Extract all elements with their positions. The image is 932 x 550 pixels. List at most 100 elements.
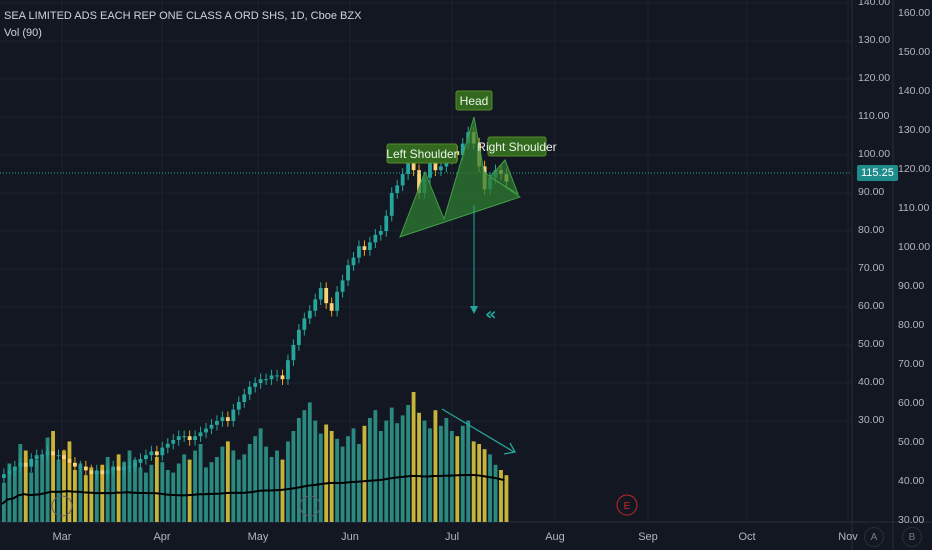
candle-body	[149, 451, 154, 456]
candle-body	[94, 470, 99, 475]
volume-bar	[395, 423, 400, 522]
volume-bar	[329, 431, 334, 522]
candle-body	[204, 428, 208, 433]
volume-bar	[23, 450, 28, 522]
volume-bar	[307, 402, 312, 522]
volume-bar	[83, 475, 88, 522]
candle-body	[389, 193, 394, 216]
volume-bar	[433, 410, 438, 522]
candle-body	[187, 436, 192, 440]
earnings-marker-icon	[616, 494, 638, 516]
volume-bar	[116, 454, 121, 522]
candle-body	[373, 234, 378, 243]
volume-bar	[444, 418, 449, 522]
candle-body	[307, 310, 312, 319]
time-axis-tick: Nov	[838, 531, 858, 543]
auto-scale-button[interactable]: A	[864, 527, 884, 547]
volume-axis-tick: 160.00	[898, 7, 930, 19]
volume-axis-tick: 60.00	[898, 397, 924, 409]
volume-bar	[335, 438, 340, 522]
volume-bar	[127, 450, 132, 522]
volume-bar	[231, 450, 236, 522]
volume-bar	[154, 457, 159, 522]
candle-body	[253, 383, 258, 387]
candle-body	[209, 424, 214, 429]
volume-bar	[34, 459, 39, 522]
volume-bar	[258, 428, 263, 522]
candle-body	[122, 466, 126, 471]
volume-bar	[133, 459, 137, 522]
candle-body	[138, 459, 143, 463]
volume-bar	[165, 470, 170, 522]
time-axis-tick: May	[248, 531, 269, 543]
volume-bar	[160, 462, 165, 522]
volume-bar	[209, 462, 214, 522]
volume-bar	[105, 457, 110, 522]
volume-axis-tick: 130.00	[898, 124, 930, 136]
candle-body	[116, 466, 121, 471]
time-axis-tick: Aug	[545, 531, 565, 543]
candle-body	[280, 375, 285, 380]
time-axis-tick: Mar	[53, 531, 72, 543]
head-shoulders-pattern	[399, 116, 522, 238]
candle-body	[286, 360, 290, 380]
left-shoulder-label: Left Shoulder	[386, 147, 457, 161]
candle-body	[378, 231, 383, 235]
price-axis-tick: 50.00	[858, 338, 884, 350]
chart-title: SEA LIMITED ADS EACH REP ONE CLASS A ORD…	[4, 10, 362, 22]
candle-body	[231, 409, 236, 421]
volume-axis-tick: 70.00	[898, 358, 924, 370]
target-marker-icon: «	[485, 304, 497, 325]
event-marker-icon	[299, 495, 321, 517]
candle-body	[193, 436, 198, 440]
volume-axis-tick: 120.00	[898, 163, 930, 175]
candle-body	[384, 215, 389, 231]
price-axis-tick: 40.00	[858, 376, 884, 388]
volume-bar	[324, 424, 329, 522]
candle-body	[127, 466, 132, 468]
candle-body	[291, 345, 296, 361]
volume-bar	[313, 420, 318, 522]
target-arrow	[470, 306, 478, 314]
volume-bar	[318, 433, 323, 522]
price-axis-tick: 30.00	[858, 414, 884, 426]
candle-body	[275, 375, 279, 377]
volume-bar	[220, 446, 225, 522]
candle-body	[133, 462, 137, 467]
volume-bar	[182, 454, 187, 522]
candle-body	[411, 162, 416, 171]
candle-body	[2, 474, 6, 478]
time-axis-tick: Jul	[445, 531, 459, 543]
earnings-marker-label: E	[624, 501, 631, 512]
candle-body	[242, 394, 247, 402]
price-axis-tick: 130.00	[858, 34, 890, 46]
volume-bar	[411, 392, 416, 522]
volume-bar	[438, 425, 443, 522]
candle-body	[67, 459, 72, 463]
candle-body	[460, 143, 465, 155]
volume-bar	[471, 441, 476, 522]
volume-bar	[171, 472, 176, 522]
candle-body	[433, 162, 438, 171]
volume-bar	[357, 444, 361, 522]
candle-body	[12, 466, 17, 471]
volume-bar	[198, 444, 203, 522]
candle-body	[45, 451, 50, 456]
time-axis-tick: Apr	[153, 531, 170, 543]
right-shoulder-label: Right Shoulder	[477, 140, 556, 154]
candle-body	[318, 288, 323, 300]
volume-bar	[362, 425, 367, 522]
candle-body	[18, 462, 23, 467]
volume-bar	[466, 420, 471, 522]
candle-body	[247, 386, 252, 395]
left-shoulder-label-box	[386, 143, 458, 164]
volume-axis-tick: 40.00	[898, 475, 924, 487]
volume-bar	[493, 464, 498, 522]
log-scale-button[interactable]: B	[902, 527, 922, 547]
volume-bar	[378, 431, 383, 522]
volume-bar	[275, 450, 279, 522]
candle-body	[111, 466, 116, 471]
candle-body	[7, 470, 12, 475]
volume-bar	[73, 470, 77, 522]
